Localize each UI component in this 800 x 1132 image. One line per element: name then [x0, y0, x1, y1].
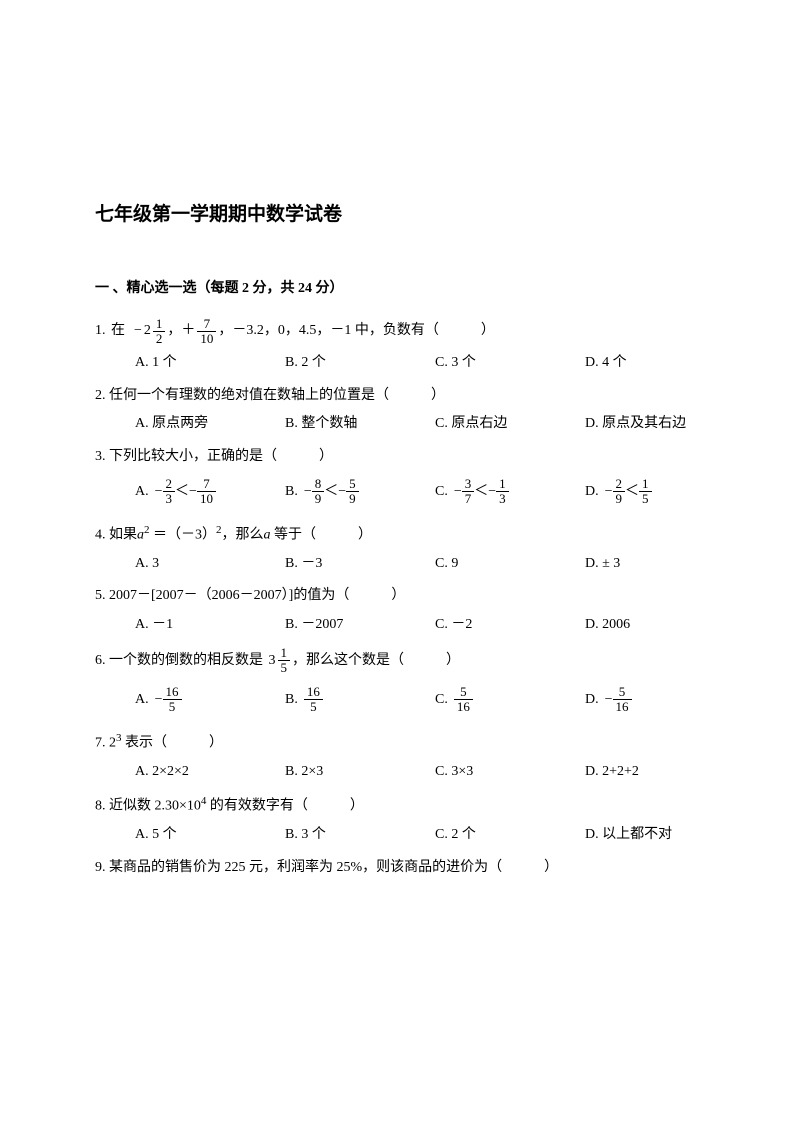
q4-text-c: ，那么	[222, 528, 264, 543]
option-b: B. －3	[285, 553, 435, 575]
question-1: 1. 在 − 212 ，＋ 710 ，－3.2，0，4.5，－1 中，负数有（ …	[95, 317, 705, 375]
option-c: C. 3 个	[435, 352, 585, 374]
q7-text-a: 7.	[95, 735, 109, 750]
fraction-icon: 12	[153, 317, 166, 347]
option-c: C. 9	[435, 553, 585, 575]
question-6: 6. 一个数的倒数的相反数是 315 ，那么这个数是（ ） A. −165 B.…	[95, 646, 705, 718]
option-b: B. 2 个	[285, 352, 435, 374]
page-title: 七年级第一学期期中数学试卷	[95, 200, 705, 230]
q4-text-b: ＝（－3）	[150, 528, 217, 543]
option-a: A. −23 ＜ −710	[135, 477, 285, 507]
section-header: 一 、精心选一选（每题 2 分，共 24 分）	[95, 278, 705, 300]
q6-text-b: ，那么这个数是（ ）	[292, 650, 460, 672]
option-b: B. 整个数轴	[285, 413, 435, 435]
option-d: D. 原点及其右边	[585, 413, 705, 435]
q4-text-a: 4. 如果	[95, 528, 137, 543]
option-c: C. 原点右边	[435, 413, 585, 435]
q1-num: 1.	[95, 320, 106, 342]
question-8: 8. 近似数 2.30×104 的有效数字有（ ） A. 5 个 B. 3 个 …	[95, 793, 705, 846]
fraction-icon: 15	[278, 646, 291, 676]
option-c: C. 2 个	[435, 824, 585, 846]
option-d: D. 2006	[585, 614, 705, 636]
q7-text-b: 表示（ ）	[122, 735, 224, 750]
q2-text: 2. 任何一个有理数的绝对值在数轴上的位置是（ ）	[95, 385, 705, 407]
question-7: 7. 23 表示（ ） A. 2×2×2 B. 2×3 C. 3×3 D. 2+…	[95, 730, 705, 783]
q4-text-d: 等于（ ）	[271, 528, 373, 543]
option-d: D. 4 个	[585, 352, 705, 374]
option-c: C. 3×3	[435, 761, 585, 783]
option-c: C. −37 ＜ −13	[435, 477, 585, 507]
option-a: A. 1 个	[135, 352, 285, 374]
option-d: D. 以上都不对	[585, 824, 705, 846]
option-b: B. 165	[285, 685, 435, 715]
option-d: D. 2+2+2	[585, 761, 705, 783]
question-3: 3. 下列比较大小，正确的是（ ） A. −23 ＜ −710 B. −89 ＜…	[95, 446, 705, 510]
q1-text-b: ，＋	[167, 320, 195, 342]
q3-text: 3. 下列比较大小，正确的是（ ）	[95, 446, 705, 468]
option-d: D. −516	[585, 685, 705, 715]
question-4: 4. 如果a2 ＝（－3）2，那么a 等于（ ） A. 3 B. －3 C. 9…	[95, 522, 705, 575]
option-b: B. 3 个	[285, 824, 435, 846]
q1-text-c: ，－3.2，0，4.5，－1 中，负数有（ ）	[218, 320, 495, 342]
option-c: C. －2	[435, 614, 585, 636]
q6-text-a: 6. 一个数的倒数的相反数是	[95, 650, 263, 672]
option-b: B. −89 ＜ −59	[285, 477, 435, 507]
question-2: 2. 任何一个有理数的绝对值在数轴上的位置是（ ） A. 原点两旁 B. 整个数…	[95, 385, 705, 436]
question-9: 9. 某商品的销售价为 225 元，利润率为 25%，则该商品的进价为（ ）	[95, 857, 705, 879]
option-a: A. －1	[135, 614, 285, 636]
option-c: C. 516	[435, 685, 585, 715]
option-d: D. ± 3	[585, 553, 705, 575]
option-a: A. 2×2×2	[135, 761, 285, 783]
q5-text: 5. 2007－[2007－（2006－2007）]的值为（ ）	[95, 585, 705, 607]
option-a: A. 原点两旁	[135, 413, 285, 435]
neg-sign: −	[134, 320, 142, 342]
q8-text-a: 8. 近似数 2.30×	[95, 799, 187, 814]
q1-text-a: 在	[111, 320, 125, 342]
q8-text-b: 的有效数字有（ ）	[206, 799, 364, 814]
option-a: A. −165	[135, 685, 285, 715]
option-d: D. −29 ＜ 15	[585, 477, 705, 507]
option-b: B. －2007	[285, 614, 435, 636]
frac-whole: 2	[144, 320, 151, 342]
option-a: A. 3	[135, 553, 285, 575]
option-b: B. 2×3	[285, 761, 435, 783]
question-5: 5. 2007－[2007－（2006－2007）]的值为（ ） A. －1 B…	[95, 585, 705, 636]
option-a: A. 5 个	[135, 824, 285, 846]
fraction-icon: 710	[197, 317, 216, 347]
q9-text: 9. 某商品的销售价为 225 元，利润率为 25%，则该商品的进价为（ ）	[95, 857, 705, 879]
